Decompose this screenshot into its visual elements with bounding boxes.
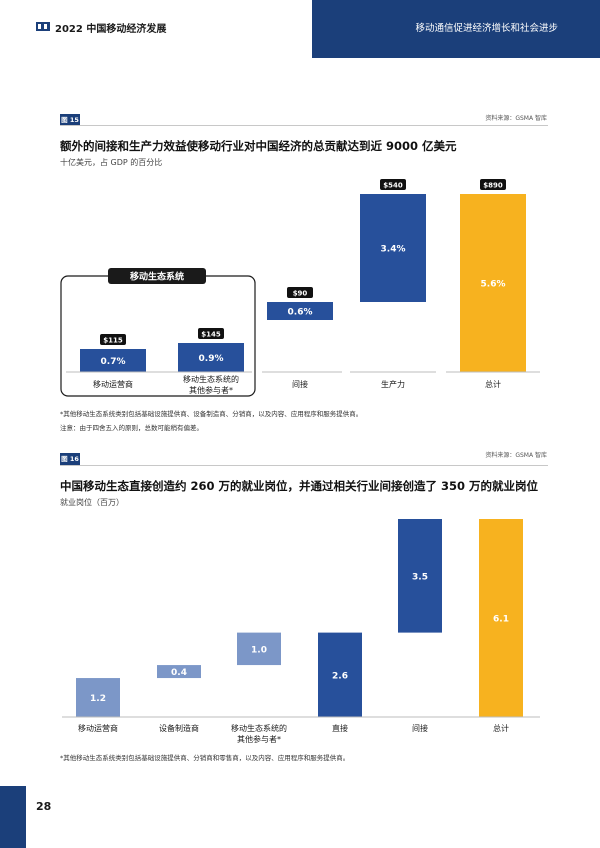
pct-label-1: 0.9% (199, 354, 224, 364)
value-label-3: $540 (383, 182, 403, 190)
value-tag-bg-3 (380, 179, 406, 190)
value-label-3: 2.6 (332, 671, 348, 681)
bar-2 (267, 302, 333, 320)
report-logo-icon (36, 22, 50, 31)
bar-0 (80, 349, 146, 372)
category-label-0: 移动运营商 (93, 379, 133, 389)
page-side-bar (0, 786, 26, 848)
ecosystem-group-label: 移动生态系统 (130, 271, 184, 283)
value-label-0: 1.2 (90, 694, 106, 704)
value-label-0: $115 (103, 337, 123, 345)
header-left (0, 0, 312, 46)
figure-15-note-1: *其他移动生态系统类别包括基础设施提供商、设备制造商、分销商，以及内容、应用程序… (60, 410, 363, 418)
figure-16-note-1: *其他移动生态系统类别包括基础设施提供商、分销商和零售商，以及内容、应用程序和服… (60, 754, 350, 762)
value-label-2: $90 (293, 290, 308, 298)
page-number: 28 (36, 800, 52, 813)
bar-1 (157, 665, 201, 679)
value-label-2: 1.0 (251, 645, 267, 655)
category-label-2-0: 移动生态系统的 (231, 723, 287, 733)
value-label-5: 6.1 (493, 615, 509, 625)
category-label-0: 移动运营商 (78, 723, 118, 733)
category-label-3: 直接 (332, 723, 348, 733)
pct-label-2: 0.6% (288, 308, 313, 318)
value-label-4: 3.5 (412, 572, 428, 582)
bar-3 (360, 194, 426, 302)
figure-15-tag: 图 15 (60, 114, 80, 126)
figure-16-rule (60, 465, 548, 466)
figure-16-unit: 就业岗位（百万） (60, 498, 124, 507)
bar-1 (178, 343, 244, 372)
bar-4 (398, 519, 442, 633)
pct-label-4: 5.6% (481, 280, 506, 290)
figure-15-unit: 十亿美元，占 GDP 的百分比 (60, 158, 163, 167)
category-label-2-1: 其他参与者* (237, 734, 281, 744)
section-subtitle: 移动通信促进经济增长和社会进步 (415, 23, 558, 34)
figure-16-title: 中国移动生态直接创造约 260 万的就业岗位，并通过相关行业间接创造了 350 … (60, 479, 539, 493)
value-tag-bg-0 (100, 334, 126, 345)
report-title: 2022 中国移动经济发展 (55, 24, 167, 35)
category-label-2: 间接 (292, 379, 308, 389)
figure-15-source: 资料来源：GSMA 智库 (485, 115, 547, 122)
bar-5 (479, 519, 523, 717)
figure-15-note-2: 注意：由于四舍五入的原则，总数可能稍有偏差。 (60, 424, 203, 432)
figure-16-source: 资料来源：GSMA 智库 (485, 452, 547, 459)
pct-label-3: 3.4% (381, 245, 406, 255)
category-label-1-1: 其他参与者* (189, 385, 233, 395)
bar-4 (460, 194, 526, 372)
value-label-1: 0.4 (171, 668, 187, 678)
ecosystem-group-label-bg (108, 268, 206, 284)
category-label-1: 设备制造商 (159, 723, 199, 733)
header-banner: 移动通信促进经济增长和社会进步 (312, 0, 600, 58)
category-label-3: 生产力 (381, 379, 405, 389)
bar-2 (237, 632, 281, 666)
value-tag-bg-1 (198, 328, 224, 339)
category-label-4: 总计 (485, 379, 501, 389)
figure-15-title: 额外的间接和生产力效益使移动行业对中国经济的总贡献达到近 9000 亿美元 (60, 139, 457, 153)
value-label-1: $145 (201, 331, 221, 339)
category-label-5: 总计 (493, 723, 509, 733)
category-label-4: 间接 (412, 723, 428, 733)
pct-label-0: 0.7% (101, 357, 126, 367)
bar-0 (76, 678, 120, 717)
value-tag-bg-2 (287, 287, 313, 298)
value-label-4: $890 (483, 182, 503, 190)
figure-15-rule (60, 125, 548, 126)
figure-16-tag: 图 16 (60, 453, 80, 465)
bar-3 (318, 632, 362, 717)
category-label-1-0: 移动生态系统的 (183, 374, 239, 384)
value-tag-bg-4 (480, 179, 506, 190)
